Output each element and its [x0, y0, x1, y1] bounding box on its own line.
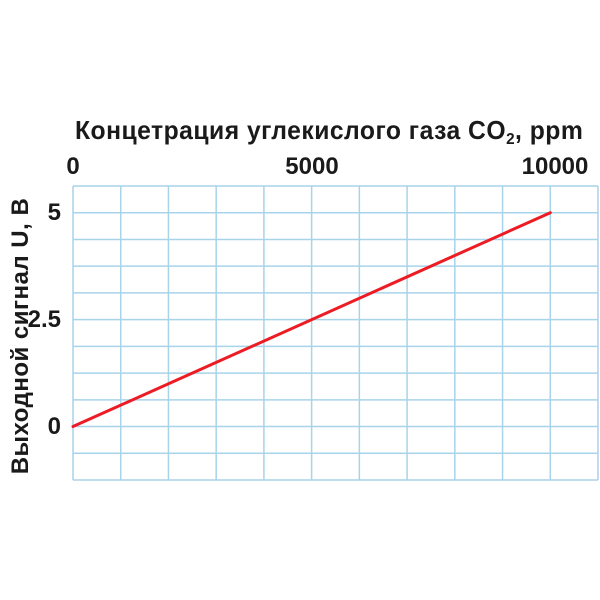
x-axis-title-text: Концетрация углекислого газа CO [75, 115, 507, 145]
y-tick-label-0: 0 [47, 413, 61, 440]
y-axis-label: Выходной сигнал U, В [7, 197, 34, 475]
x-axis-title-subscript: 2 [506, 130, 516, 149]
x-tick-label-0: 0 [66, 153, 80, 180]
series-line [71, 211, 552, 429]
y-tick-label-5: 5 [47, 199, 61, 226]
x-axis-title: Концетрация углекислого газа CO2, ppm [75, 115, 584, 149]
x-axis-title-units: , ppm [515, 115, 584, 145]
y-tick-label-2-5: 2.5 [27, 306, 61, 333]
x-tick-label-10000: 10000 [521, 153, 589, 180]
x-tick-label-5000: 5000 [285, 153, 339, 180]
